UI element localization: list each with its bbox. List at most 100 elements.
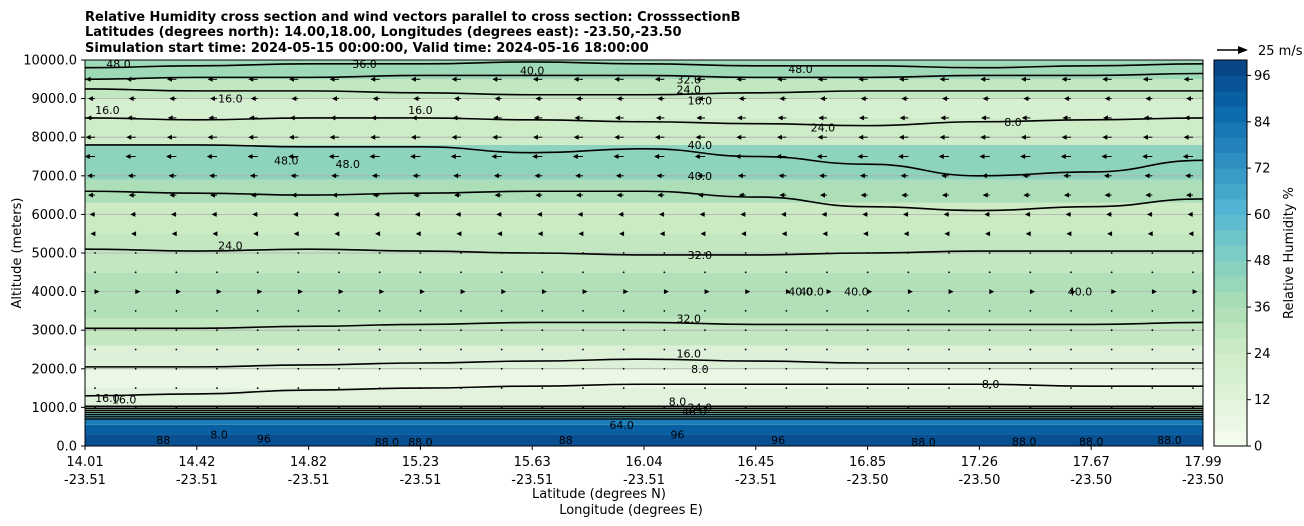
wind-vector-head [371,173,377,179]
wind-vector-head [576,192,581,198]
humidity-band-4 [85,405,1203,414]
humidity-band-15 [85,98,1203,118]
wind-vector-head [130,211,136,217]
x-tick-label-lat-1: 14.42 [178,455,215,470]
colorbar-bin-16 [1214,183,1247,200]
wind-vector [175,367,178,370]
wind-vector [94,406,96,409]
wind-vector [866,329,869,332]
wind-vector-head [699,211,705,217]
wind-vector-head [332,192,337,198]
wind-vector [663,271,666,274]
x-tick-label-lat-8: 17.26 [961,455,998,470]
wind-vector-head [818,115,824,121]
wind-vector-head [534,173,540,179]
wind-vector [988,387,991,389]
wind-vector [744,367,747,370]
colorbar-bin-7 [1214,322,1247,339]
wind-vector [297,406,300,409]
wind-vector [704,252,706,254]
wind-vector [541,271,544,274]
wind-vector [744,329,747,332]
wind-vector [297,310,300,312]
contour-line-4 [85,190,1203,212]
wind-vector-head [288,154,294,159]
wind-vector-head [1021,115,1027,121]
wind-vector-head [370,76,376,82]
wind-vector-head [821,211,827,217]
wind-vector [419,367,422,370]
wind-vector [1151,271,1154,274]
wind-vector-head [1107,231,1113,237]
wind-vector [826,310,828,312]
wind-vector-head [898,76,904,82]
wind-vector-head [1020,134,1026,140]
contour-label-38: 88.0 [408,436,433,449]
colorbar-bin-19 [1214,137,1247,154]
wind-vector-head [332,96,337,102]
wind-vector [866,310,869,312]
wind-vector-head [212,231,218,237]
wind-vector [582,271,584,274]
wind-vector-head [370,134,376,140]
y-tick-label-4: 4000.0 [32,285,78,300]
wind-vector [256,271,259,274]
wind-vector [826,252,828,254]
contour-label-12: 40.0 [688,139,713,152]
wind-vector [866,271,869,274]
wind-vector-head [1186,192,1191,198]
colorbar-bin-8 [1214,307,1247,323]
wind-vector [297,387,300,389]
wind-vector-head [128,96,134,102]
wind-vector-head [780,211,786,217]
wind-vector [826,406,828,409]
wind-vector [1110,252,1113,254]
y-axis: 0.0 1000.0 2000.0 3000.0 4000.0 5000.0 6000.0 7… [23,54,85,455]
wind-vector [500,367,503,370]
wind-vector-head [778,173,784,179]
contour-label-10: 24.0 [811,122,836,135]
wind-vector-head [1142,76,1148,82]
wind-vector-head [85,154,90,159]
wind-vector [1110,271,1113,274]
wind-vector-head [126,134,132,140]
wind-vector-head [328,154,334,159]
wind-vector [988,406,991,409]
wind-vector [134,348,137,351]
wind-vector [216,271,218,274]
wind-vector-head [88,96,93,102]
wind-vector [460,387,462,389]
wind-vector [704,348,706,351]
wind-vector-head [1142,154,1148,159]
wind-vector-head [1102,134,1108,140]
quiver-key-label: 25 m/s [1258,44,1303,59]
wind-vector-head [1184,115,1190,121]
wind-vector-head [533,115,539,121]
x-tick-label-lon-0: -23.51 [64,473,106,488]
wind-vector-head [1144,173,1150,179]
wind-vector [948,310,950,312]
colorbar-label: Relative Humidity % [1282,187,1297,319]
wind-vector-head [1102,76,1108,82]
wind-vector-head [1024,211,1030,217]
wind-vector-head [860,192,866,198]
contour-label-44: 88.0 [1157,434,1182,447]
wind-vector [1029,310,1032,312]
wind-vector-head [250,96,256,102]
wind-vector-head [901,192,907,198]
wind-vector-head [1063,173,1069,179]
wind-vector-head [88,192,93,198]
wind-vector-head [613,154,619,159]
wind-vector [216,367,218,370]
wind-vector-head [451,76,457,82]
wind-vector-head [126,76,132,82]
wind-vector [1029,252,1032,254]
wind-vector [866,252,869,254]
x-tick-label-lon-6: -23.51 [735,473,777,488]
wind-vector-head [1142,134,1148,140]
wind-vector-head [1025,231,1031,237]
wind-vector [622,406,625,409]
contour-label-26: 8.0 [982,378,1000,391]
humidity-band-13 [85,144,1203,180]
